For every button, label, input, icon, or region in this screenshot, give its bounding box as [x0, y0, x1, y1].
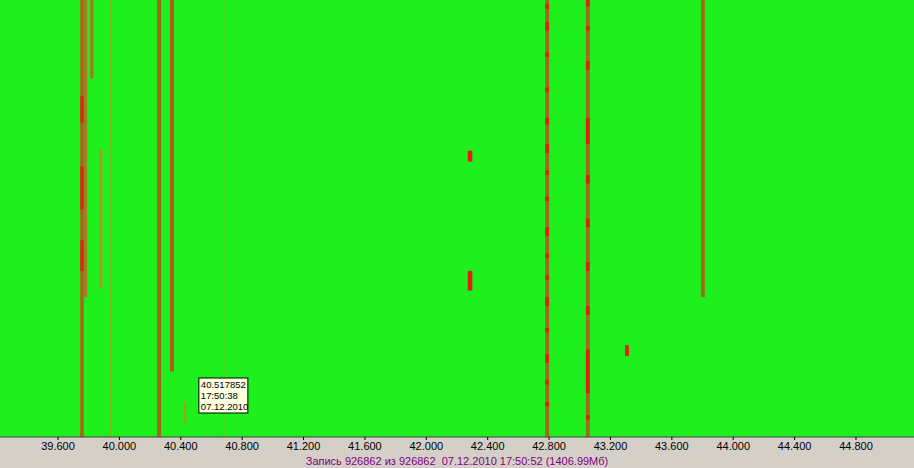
svg-text:42.400: 42.400 [471, 440, 505, 452]
svg-text:17:50:38: 17:50:38 [201, 390, 238, 401]
svg-text:40.400: 40.400 [164, 440, 198, 452]
svg-text:39.600: 39.600 [41, 440, 75, 452]
svg-text:40.517852: 40.517852 [201, 379, 246, 390]
svg-text:44.000: 44.000 [716, 440, 750, 452]
svg-text:43.600: 43.600 [655, 440, 689, 452]
svg-text:07.12.2010: 07.12.2010 [201, 401, 249, 412]
svg-text:41.200: 41.200 [287, 440, 321, 452]
svg-text:42.000: 42.000 [409, 440, 443, 452]
svg-text:43.200: 43.200 [594, 440, 628, 452]
svg-text:44.400: 44.400 [778, 440, 812, 452]
svg-text:44.800: 44.800 [839, 440, 873, 452]
svg-text:42.800: 42.800 [532, 440, 566, 452]
svg-text:40.800: 40.800 [225, 440, 259, 452]
svg-text:41.600: 41.600 [348, 440, 382, 452]
svg-text:40.000: 40.000 [103, 440, 137, 452]
html-text:Запись 926862 из 926862 07.12.: Запись 926862 из 926862 07.12.2010 17:50… [305, 455, 609, 467]
